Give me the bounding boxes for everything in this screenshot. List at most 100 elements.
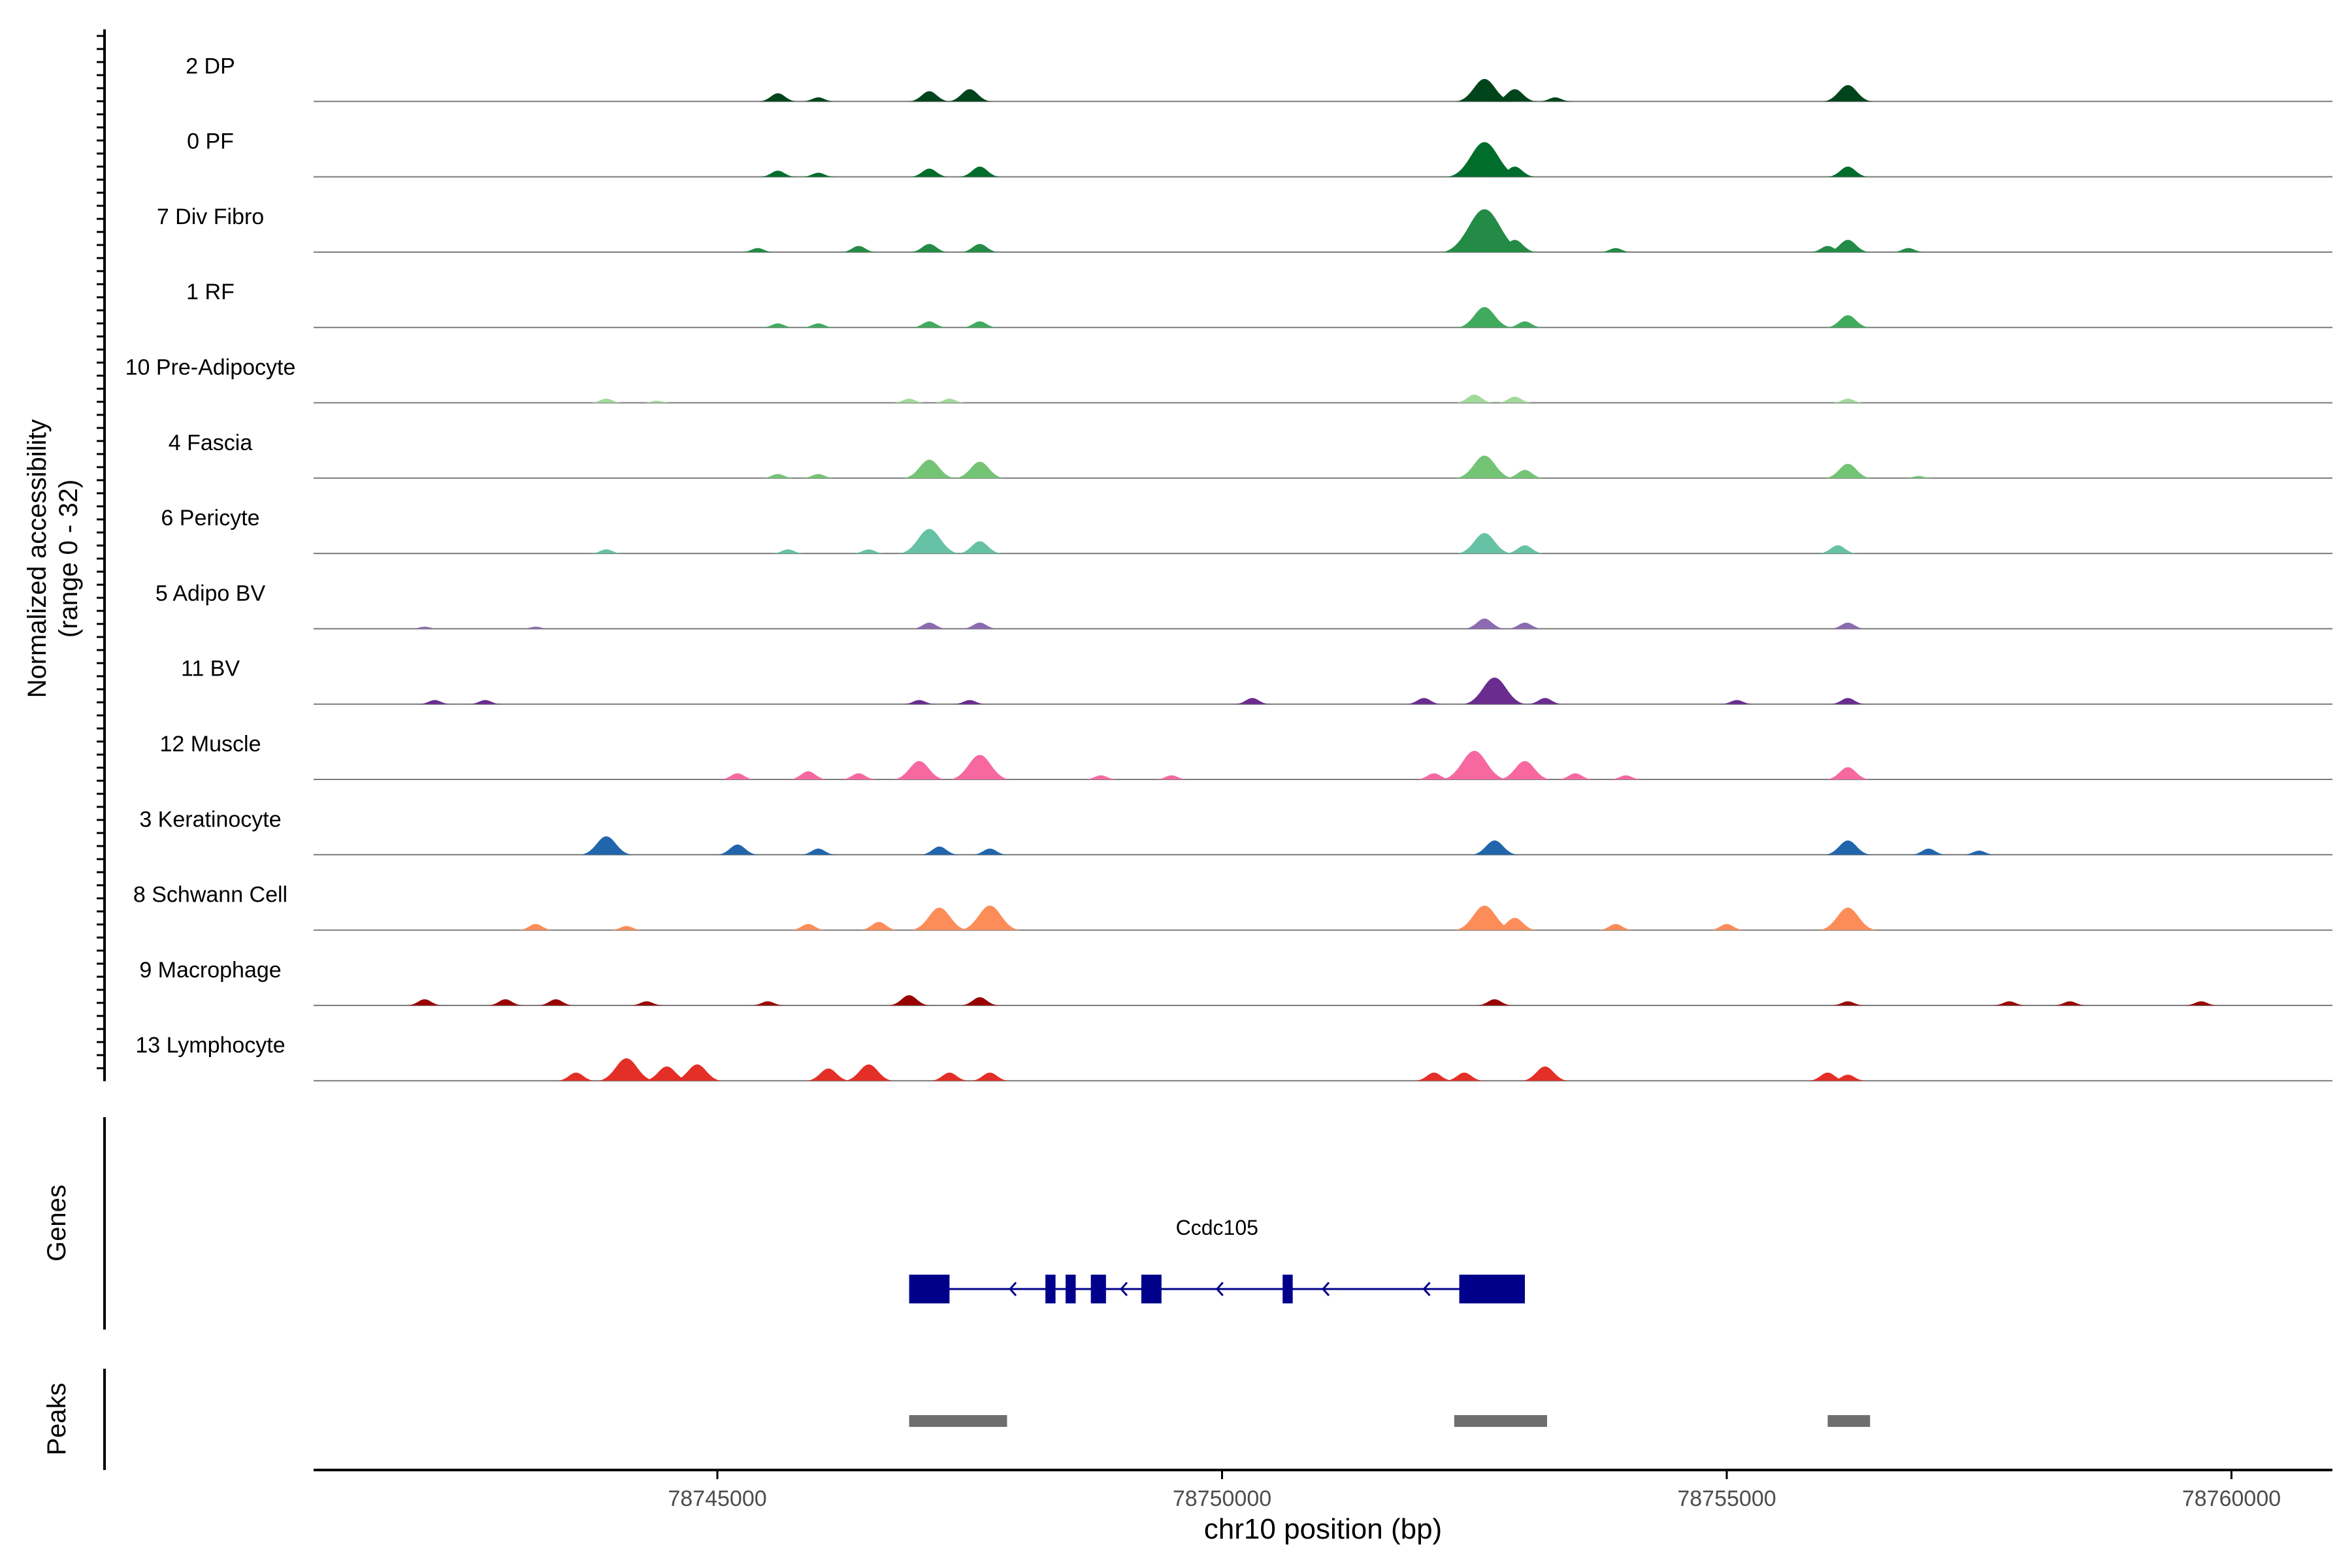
coverage-peak	[719, 773, 757, 779]
coverage-peak	[1831, 399, 1865, 403]
track-label: 11 BV	[181, 657, 240, 681]
coverage-peak	[1829, 1074, 1867, 1081]
coverage-peak	[1823, 463, 1872, 478]
coverage-peak	[1452, 906, 1516, 930]
genes-label: Genes	[42, 1184, 71, 1262]
coverage-peak	[2052, 1001, 2087, 1005]
track-3: 7 Div Fibro	[157, 204, 2332, 253]
gene-exon	[909, 1275, 950, 1303]
coverage-peak	[406, 999, 444, 1005]
x-tick-label: 78745000	[668, 1486, 766, 1511]
coverage-peak	[2183, 1001, 2219, 1005]
track-label: 6 Pericyte	[161, 506, 259, 531]
coverage-peak	[858, 922, 899, 930]
coverage-peak	[954, 461, 1006, 478]
gene-strand-arrow	[1422, 1281, 1431, 1297]
coverage-peak	[910, 321, 949, 328]
coverage-peak	[788, 771, 828, 779]
track-label: 1 RF	[186, 280, 235, 304]
coverage-peak	[770, 549, 806, 554]
coverage-peak	[609, 926, 644, 930]
coverage-peak	[417, 700, 452, 704]
coverage-peak	[1829, 698, 1867, 704]
coverage-peak	[892, 760, 947, 779]
track-7: 6 Pericyte	[161, 506, 2332, 555]
track-label: 4 Fascia	[169, 431, 253, 455]
gene-strand-arrow	[1321, 1281, 1330, 1297]
coverage-peak	[971, 848, 1009, 855]
coverage-peak	[1495, 397, 1534, 403]
coverage-peak	[1492, 89, 1538, 102]
coverage-peak	[843, 1064, 895, 1081]
track-14: 13 Lymphocyte	[135, 1033, 2332, 1082]
coverage-peak	[961, 623, 999, 629]
track-10: 12 Muscle	[160, 732, 2332, 780]
gene-name-label: Ccdc105	[1176, 1216, 1258, 1239]
coverage-peak	[642, 1066, 692, 1081]
coverage-peak	[1454, 395, 1495, 403]
coverage-peak	[757, 93, 798, 102]
coverage-peak	[1609, 775, 1643, 779]
coverage-peak	[1903, 476, 1935, 478]
track-8: 5 Adipo BV	[155, 581, 2332, 630]
coverage-peak	[740, 248, 776, 252]
track-2: 0 PF	[187, 129, 2332, 178]
coverage-peak	[1154, 775, 1189, 779]
coverage-peak	[919, 846, 960, 855]
coverage-peak	[519, 627, 552, 629]
coverage-peak	[1825, 315, 1871, 328]
coverage-peak	[537, 999, 575, 1005]
peaks-track	[909, 1415, 1870, 1427]
coverage-peak	[1492, 240, 1538, 252]
coverage-peak	[1505, 545, 1545, 554]
track-13: 9 Macrophage	[139, 958, 2332, 1006]
gene-track: Ccdc105	[909, 1216, 1525, 1303]
peak-region	[909, 1415, 1007, 1427]
gene-strand-arrow	[1215, 1281, 1224, 1297]
coverage-peak	[1492, 917, 1538, 930]
track-label: 2 DP	[186, 54, 235, 78]
coverage-peak	[1992, 1001, 2027, 1005]
gene-exon	[1066, 1275, 1076, 1303]
coverage-peak	[902, 700, 937, 704]
coverage-peak	[1462, 678, 1528, 704]
track-9: 11 BV	[181, 657, 2332, 705]
coverage-peak	[1083, 775, 1119, 779]
coverage-peak	[1720, 700, 1754, 704]
coverage-peak	[1493, 166, 1537, 177]
coverage-peak	[1505, 470, 1545, 478]
coverage-peak	[1414, 1072, 1454, 1081]
coverage-peak	[907, 91, 951, 102]
coverage-peak	[1506, 623, 1544, 629]
coverage-peak	[760, 323, 796, 328]
coverage-peak	[1823, 840, 1872, 855]
coverage-peak	[801, 97, 836, 102]
coverage-peak	[1405, 698, 1443, 704]
coverage-peak	[715, 844, 759, 855]
coverage-peak	[909, 169, 950, 177]
coverage-peak	[910, 623, 949, 629]
coverage-peak	[1807, 1072, 1848, 1081]
gene-exon	[1090, 1275, 1106, 1303]
coverage-peak	[1598, 248, 1633, 252]
coverage-peak	[750, 1001, 785, 1005]
peak-region	[1454, 1415, 1547, 1427]
coverage-peak	[959, 244, 1000, 252]
coverage-peak	[898, 529, 961, 554]
coverage-peak	[1910, 848, 1948, 855]
coverage-peak	[956, 541, 1003, 554]
coverage-peak	[1831, 1001, 1865, 1005]
peaks-label: Peaks	[42, 1382, 71, 1455]
track-label: 10 Pre-Adipocyte	[125, 355, 296, 380]
coverage-y-axis	[97, 29, 106, 1081]
coverage-peak	[1829, 623, 1867, 629]
x-tick-label: 78760000	[2182, 1486, 2281, 1511]
gene-exon	[1045, 1275, 1056, 1303]
coverage-peak	[1463, 618, 1507, 629]
gene-strand-arrow	[1119, 1281, 1128, 1297]
track-label: 0 PF	[187, 129, 234, 154]
coverage-peak	[789, 924, 827, 930]
track-label: 12 Muscle	[160, 732, 261, 757]
coverage-peak	[959, 997, 1000, 1005]
